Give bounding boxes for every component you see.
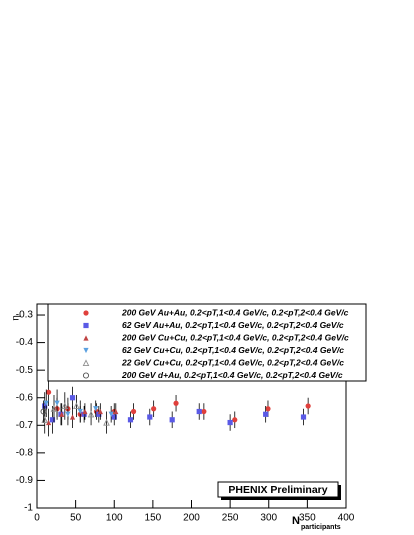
x-tick-label: 0	[34, 513, 40, 524]
legend-marker	[82, 359, 90, 367]
marker	[73, 402, 80, 410]
marker	[201, 408, 207, 415]
marker	[305, 403, 311, 409]
marker	[232, 417, 238, 423]
legend-label: 62 GeV Au+Au, 0.2<pT,1<0.4 GeV/c, 0.2<pT…	[122, 320, 344, 330]
legend-label: 62 GeV Cu+Cu, 0.2<pT,1<0.4 GeV/c, 0.2<pT…	[122, 345, 344, 355]
marker	[173, 400, 179, 406]
y-tick-label: -0.5	[16, 365, 34, 376]
legend-label: 22 GeV Cu+Cu, 0.2<pT,1<0.4 GeV/c, 0.2<pT…	[121, 357, 344, 367]
x-tick-label: 200	[183, 513, 200, 524]
y-tick-label: -0.7	[16, 420, 34, 431]
marker	[61, 402, 69, 410]
marker	[43, 400, 49, 406]
y-axis-label: η	[11, 315, 22, 321]
x-tick-label: 400	[338, 513, 355, 524]
marker	[65, 411, 71, 417]
marker	[40, 408, 47, 415]
marker	[108, 411, 114, 417]
marker	[45, 419, 52, 426]
marker	[169, 417, 175, 423]
marker	[96, 411, 102, 417]
y-tick-label: -0.4	[16, 337, 34, 348]
x-axis-label: N	[292, 515, 300, 527]
marker	[69, 414, 76, 420]
legend-label: 200 GeV d+Au, 0.2<pT,1<0.4 GeV/c, 0.2<pT…	[121, 370, 343, 380]
marker	[59, 411, 65, 417]
marker	[263, 411, 269, 417]
marker	[103, 418, 110, 426]
marker	[87, 410, 95, 418]
y-tick-label: -0.9	[16, 475, 34, 486]
marker	[113, 408, 119, 415]
marker	[147, 414, 153, 420]
y-tick-label: -0.8	[16, 448, 34, 459]
x-tick-label: 50	[70, 513, 82, 524]
marker	[50, 405, 58, 412]
marker	[111, 414, 117, 420]
legend-box	[47, 303, 367, 382]
annotation-box	[217, 481, 339, 498]
marker	[54, 400, 60, 406]
marker	[127, 417, 134, 423]
marker	[97, 408, 103, 415]
y-tick-label: -1	[24, 503, 33, 514]
legend-label: 200 GeV Au+Au, 0.2<pT,1<0.4 GeV/c, 0.2<p…	[121, 307, 349, 317]
y-tick-label: -0.3	[16, 310, 34, 321]
x-axis-label-sub: participants	[301, 524, 341, 531]
marker	[227, 419, 233, 426]
x-tick-label: 350	[299, 513, 316, 524]
x-tick-label: 100	[106, 513, 123, 524]
marker	[77, 408, 83, 415]
x-tick-label: 150	[145, 513, 162, 524]
marker	[49, 417, 56, 423]
legend-label: 200 GeV Cu+Cu, 0.2<pT,1<0.4 GeV/c, 0.2<p…	[121, 332, 349, 342]
marker	[300, 414, 307, 420]
marker	[69, 395, 76, 401]
marker	[81, 411, 87, 417]
legend-marker	[83, 310, 89, 316]
marker	[45, 389, 52, 395]
annotation: PHENIX Preliminary	[228, 484, 327, 496]
marker	[130, 408, 137, 415]
legend-marker	[83, 322, 89, 329]
legend-marker	[83, 347, 89, 354]
legend-marker	[83, 335, 89, 341]
legend-marker	[82, 372, 90, 379]
marker	[82, 408, 88, 415]
x-tick-label: 300	[260, 513, 277, 524]
marker	[265, 406, 271, 412]
marker	[151, 406, 157, 412]
y-tick-label: -0.6	[16, 392, 34, 403]
x-tick-label: 250	[222, 513, 239, 524]
marker	[196, 408, 202, 415]
marker	[93, 406, 99, 412]
